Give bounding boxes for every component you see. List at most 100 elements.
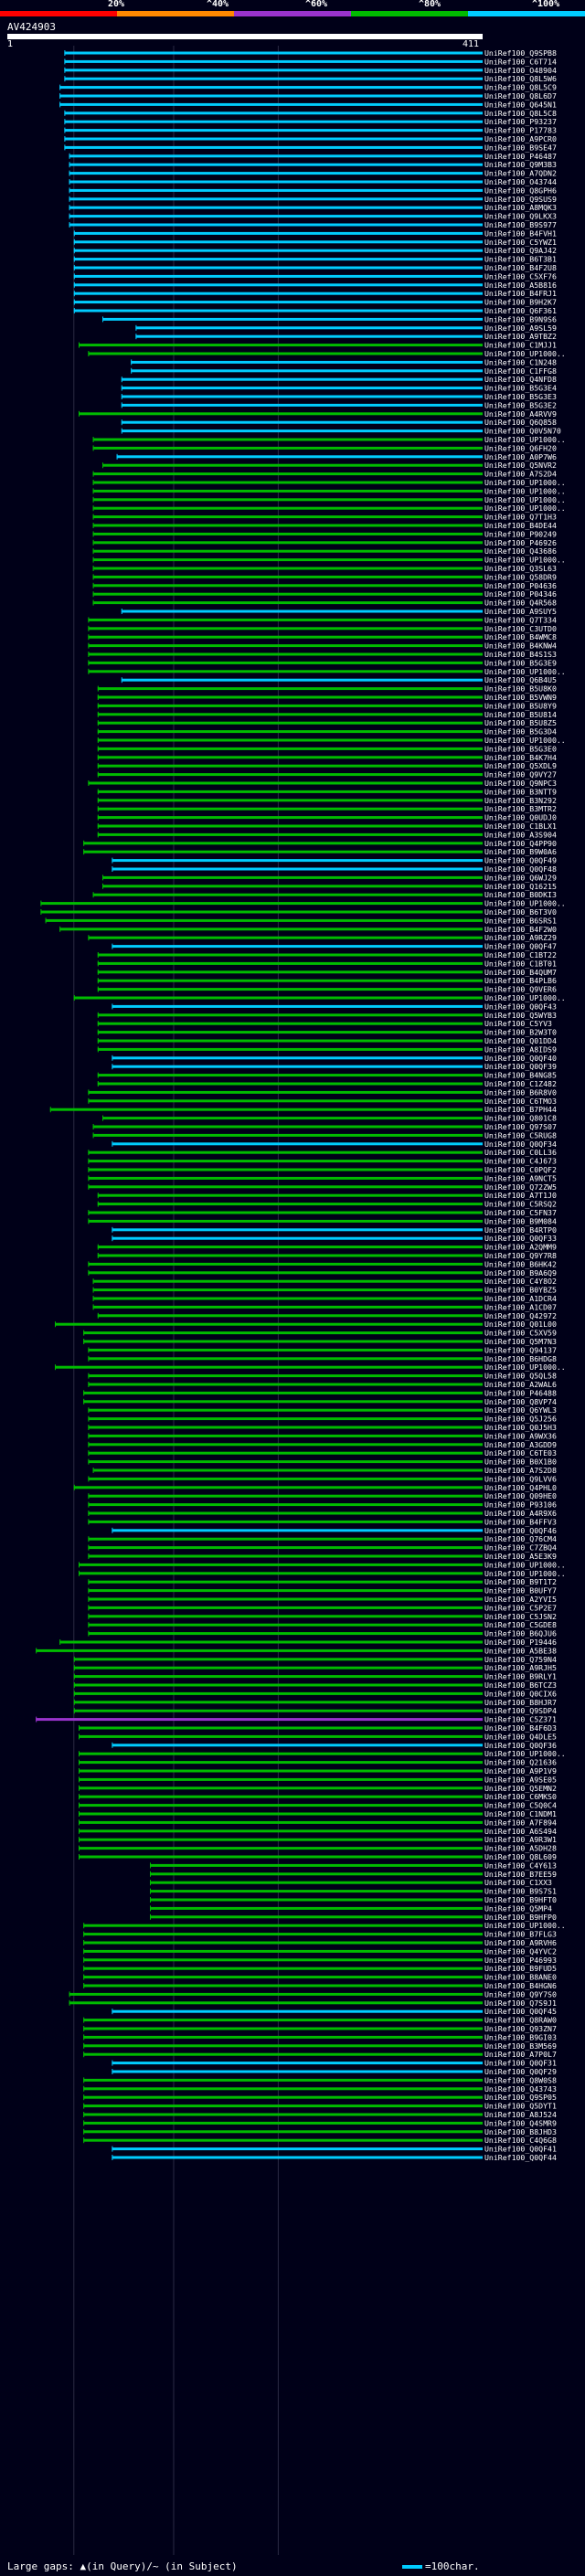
- hit-label[interactable]: UniRef100_B6T3V0: [484, 907, 557, 917]
- hit-label[interactable]: UniRef100_Q9LKX3: [484, 212, 557, 221]
- hit-bar[interactable]: [83, 2130, 483, 2134]
- hit-label[interactable]: UniRef100_B4K7H4: [484, 753, 557, 762]
- hit-bar[interactable]: [64, 59, 484, 63]
- hit-label[interactable]: UniRef100_B5VWN9: [484, 693, 557, 702]
- hit-bar[interactable]: [131, 369, 483, 373]
- hit-label[interactable]: UniRef100_Q8W0S8: [484, 2075, 557, 2084]
- hit-bar[interactable]: [92, 575, 483, 578]
- hit-bar[interactable]: [97, 1047, 484, 1051]
- hit-label[interactable]: UniRef100_B3NTT9: [484, 787, 557, 796]
- hit-label[interactable]: UniRef100_UP1000..: [484, 486, 566, 495]
- hit-bar[interactable]: [88, 1348, 484, 1352]
- hit-label[interactable]: UniRef100_Q4PHL0: [484, 1483, 557, 1492]
- hit-label[interactable]: UniRef100_C5GDE8: [484, 1620, 557, 1629]
- hit-label[interactable]: UniRef100_Q6B4U5: [484, 675, 557, 684]
- hit-bar[interactable]: [83, 1949, 483, 1953]
- hit-label[interactable]: UniRef100_C5RSQ2: [484, 1200, 557, 1209]
- hit-bar[interactable]: [88, 1443, 484, 1447]
- hit-label[interactable]: UniRef100_Q8RAW0: [484, 2016, 557, 2025]
- hit-label[interactable]: UniRef100_B5G3E2: [484, 400, 557, 409]
- hit-bar[interactable]: [83, 1331, 483, 1335]
- hit-label[interactable]: UniRef100_C5P2E7: [484, 1603, 557, 1612]
- hit-label[interactable]: UniRef100_Q8L5W6: [484, 74, 557, 83]
- hit-bar[interactable]: [121, 678, 484, 682]
- hit-label[interactable]: UniRef100_Q5XDL9: [484, 761, 557, 770]
- hit-bar[interactable]: [64, 129, 484, 133]
- hit-bar[interactable]: [121, 395, 484, 398]
- hit-bar[interactable]: [97, 1193, 484, 1197]
- hit-bar[interactable]: [73, 274, 484, 278]
- hit-label[interactable]: UniRef100_Q5EMN2: [484, 1784, 557, 1793]
- hit-label[interactable]: UniRef100_B4DE44: [484, 521, 557, 530]
- hit-bar[interactable]: [92, 549, 483, 553]
- hit-label[interactable]: UniRef100_Q01DD4: [484, 1036, 557, 1045]
- hit-bar[interactable]: [83, 1933, 483, 1936]
- hit-label[interactable]: UniRef100_Q801C8: [484, 1114, 557, 1123]
- hit-label[interactable]: UniRef100_UP1000..: [484, 495, 566, 504]
- hit-bar[interactable]: [92, 532, 483, 535]
- hit-bar[interactable]: [97, 738, 484, 742]
- hit-label[interactable]: UniRef100_Q4R568: [484, 599, 557, 608]
- hit-label[interactable]: UniRef100_C1NDM1: [484, 1809, 557, 1818]
- hit-bar[interactable]: [88, 1176, 484, 1180]
- hit-label[interactable]: UniRef100_B0UFY7: [484, 1586, 557, 1595]
- hit-label[interactable]: UniRef100_Q8L6D7: [484, 91, 557, 101]
- hit-label[interactable]: UniRef100_P17783: [484, 126, 557, 135]
- hit-bar[interactable]: [73, 1701, 484, 1704]
- hit-bar[interactable]: [88, 1090, 484, 1094]
- hit-label[interactable]: UniRef100_C5Q0C4: [484, 1801, 557, 1810]
- hit-bar[interactable]: [92, 1297, 483, 1300]
- hit-label[interactable]: UniRef100_O43744: [484, 177, 557, 186]
- hit-bar[interactable]: [92, 472, 483, 476]
- hit-label[interactable]: UniRef100_C5XV59: [484, 1329, 557, 1338]
- hit-bar[interactable]: [92, 1468, 483, 1472]
- hit-bar[interactable]: [69, 188, 483, 192]
- hit-label[interactable]: UniRef100_B5G3E3: [484, 392, 557, 401]
- hit-bar[interactable]: [83, 1340, 483, 1343]
- hit-label[interactable]: UniRef100_C0LL36: [484, 1148, 557, 1157]
- hit-label[interactable]: UniRef100_C4Q6G8: [484, 2136, 557, 2145]
- hit-bar[interactable]: [112, 1056, 484, 1060]
- hit-bar[interactable]: [88, 1546, 484, 1550]
- hit-label[interactable]: UniRef100_Q9Y7S0: [484, 1989, 557, 1998]
- hit-label[interactable]: UniRef100_UP1000..: [484, 504, 566, 513]
- hit-bar[interactable]: [59, 94, 483, 98]
- hit-label[interactable]: UniRef100_Q8VP74: [484, 1397, 557, 1406]
- hit-label[interactable]: UniRef100_C5YWZ1: [484, 238, 557, 247]
- hit-bar[interactable]: [92, 1305, 483, 1309]
- hit-label[interactable]: UniRef100_P46488: [484, 1388, 557, 1397]
- hit-label[interactable]: UniRef100_B9H2K7: [484, 298, 557, 307]
- hit-label[interactable]: UniRef100_UP1000..: [484, 556, 566, 565]
- hit-label[interactable]: UniRef100_Q0CIX6: [484, 1689, 557, 1698]
- hit-bar[interactable]: [88, 644, 484, 648]
- hit-bar[interactable]: [79, 1855, 483, 1859]
- hit-label[interactable]: UniRef100_A5DH28: [484, 1844, 557, 1853]
- hit-bar[interactable]: [79, 1752, 483, 1755]
- hit-label[interactable]: UniRef100_A2YVI5: [484, 1595, 557, 1604]
- hit-label[interactable]: UniRef100_B9M084: [484, 1216, 557, 1225]
- hit-bar[interactable]: [92, 541, 483, 545]
- hit-label[interactable]: UniRef100_B6HK42: [484, 1259, 557, 1268]
- hit-bar[interactable]: [88, 1597, 484, 1601]
- hit-label[interactable]: UniRef100_B6QJU6: [484, 1629, 557, 1638]
- hit-bar[interactable]: [69, 154, 483, 158]
- hit-bar[interactable]: [88, 1494, 484, 1498]
- hit-bar[interactable]: [79, 1572, 483, 1575]
- hit-bar[interactable]: [83, 2095, 483, 2099]
- hit-bar[interactable]: [97, 824, 484, 828]
- hit-label[interactable]: UniRef100_Q0QF40: [484, 1054, 557, 1063]
- hit-label[interactable]: UniRef100_B8JHD3: [484, 2127, 557, 2136]
- hit-bar[interactable]: [92, 1288, 483, 1292]
- hit-bar[interactable]: [69, 180, 483, 184]
- hit-bar[interactable]: [97, 747, 484, 750]
- hit-bar[interactable]: [88, 1451, 484, 1455]
- hit-bar[interactable]: [97, 988, 484, 991]
- hit-bar[interactable]: [150, 1890, 483, 1893]
- hit-bar[interactable]: [83, 1966, 483, 1970]
- hit-label[interactable]: UniRef100_UP1000..: [484, 1749, 566, 1758]
- hit-bar[interactable]: [83, 1976, 483, 1979]
- hit-label[interactable]: UniRef100_C5JSN2: [484, 1612, 557, 1621]
- hit-label[interactable]: UniRef100_A9RZ29: [484, 933, 557, 942]
- hit-bar[interactable]: [97, 790, 484, 793]
- hit-label[interactable]: UniRef100_Q7T334: [484, 615, 557, 624]
